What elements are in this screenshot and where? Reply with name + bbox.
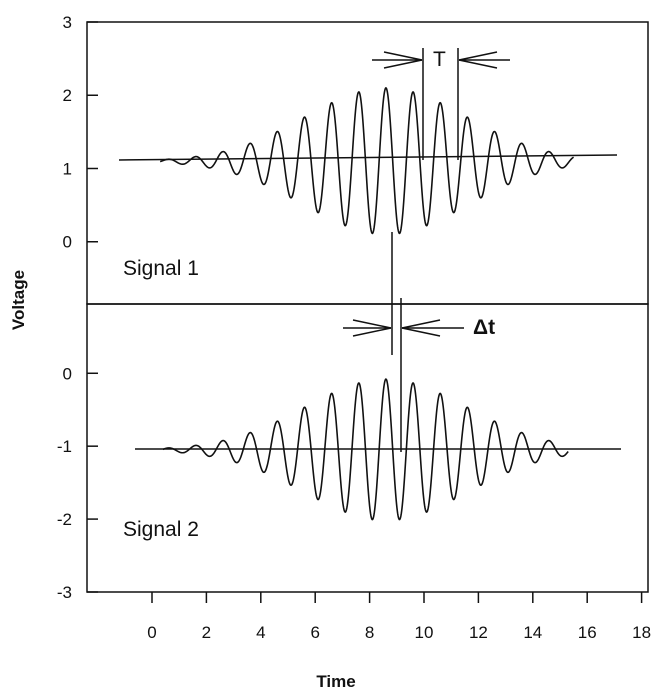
signal-2-panel-frame (86, 303, 649, 593)
y-tick-label: 1 (63, 159, 72, 178)
y-tick-label: 3 (63, 13, 72, 32)
x-tick-label: 2 (202, 623, 211, 642)
x-tick-label: 4 (256, 623, 265, 642)
signal-1-label: Signal 1 (123, 257, 199, 280)
x-axis-ticks: 0 2 4 6 8 10 12 14 16 18 (147, 592, 651, 642)
x-tick-label: 14 (523, 623, 542, 642)
period-arrow-left (372, 51, 423, 69)
period-arrow-right (458, 51, 510, 69)
x-tick-label: 12 (469, 623, 488, 642)
y-axis-ticks: 0 1 2 3 0 -1 -2 -3 (57, 13, 98, 602)
y-tick-label: -2 (57, 510, 72, 529)
y-tick-label: -3 (57, 583, 72, 602)
y-tick-label: 0 (63, 364, 72, 383)
x-tick-label: 0 (147, 623, 156, 642)
x-tick-label: 18 (632, 623, 651, 642)
x-tick-label: 16 (578, 623, 597, 642)
y-tick-label: 2 (63, 86, 72, 105)
delay-arrow-left (343, 319, 392, 337)
x-tick-label: 10 (415, 623, 434, 642)
x-tick-label: 6 (310, 623, 319, 642)
signal-1-waveform (159, 87, 575, 235)
delay-label: Δt (473, 316, 495, 339)
y-tick-label: -1 (57, 437, 72, 456)
signal-1-baseline (118, 154, 618, 161)
period-label: T (433, 48, 446, 71)
signal-2-waveform (162, 378, 569, 521)
x-axis-title: Time (316, 672, 355, 691)
y-tick-label: 0 (63, 233, 72, 252)
delay-arrow-right (401, 319, 464, 337)
y-axis-title: Voltage (9, 270, 28, 330)
signal-2-label: Signal 2 (123, 518, 199, 541)
x-tick-label: 8 (365, 623, 374, 642)
